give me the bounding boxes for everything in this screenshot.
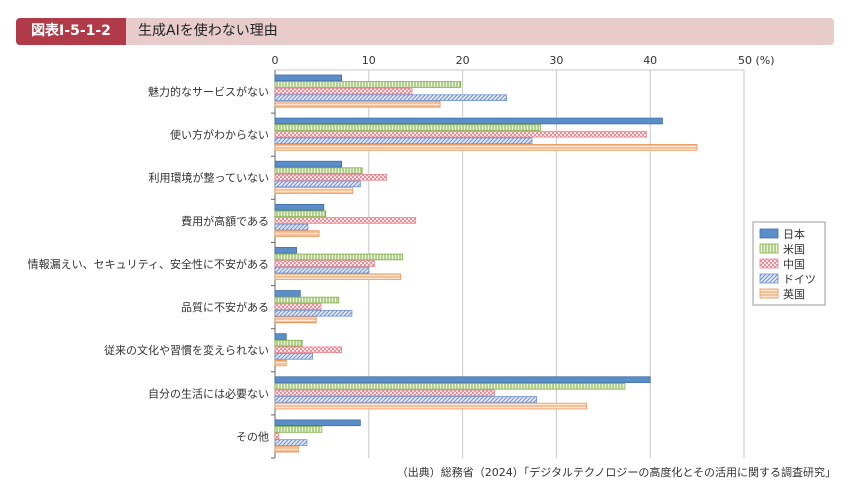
x-tick-label: 40 — [643, 54, 657, 67]
bar — [274, 174, 388, 181]
bar — [274, 124, 541, 131]
bar — [274, 316, 317, 324]
x-axis-ticks: 0 10 20 30 40 50 (%) — [272, 54, 775, 67]
chart-header-bar — [16, 18, 834, 45]
bar — [274, 130, 647, 138]
x-tick-label: 30 — [549, 54, 563, 67]
bar — [274, 402, 587, 410]
bar — [274, 290, 301, 297]
bar — [274, 187, 354, 194]
category-label: 利用環境が整っていない — [149, 171, 269, 185]
bar — [274, 445, 299, 453]
category-label: 費用が高額である — [181, 214, 269, 228]
bar — [274, 396, 538, 403]
category-labels: 魅力的なサービスがない使い方がわからない利用環境が整っていない費用が高額である情… — [28, 85, 269, 444]
category-label: その他 — [236, 430, 269, 443]
category-label: 自分の生活には必要ない — [148, 386, 269, 400]
bar — [274, 230, 320, 237]
bar — [274, 353, 313, 360]
bars — [274, 74, 698, 453]
legend-label: ドイツ — [783, 273, 816, 286]
bar — [274, 144, 698, 151]
bar — [274, 273, 402, 281]
category-label: 品質に不安がある — [181, 300, 269, 314]
bar — [274, 223, 309, 231]
x-tick-label: 50 (%) — [738, 54, 775, 67]
bar — [274, 74, 342, 82]
bar — [274, 167, 363, 175]
bar — [274, 389, 495, 397]
bar — [274, 217, 417, 224]
bar — [274, 426, 323, 433]
bar — [274, 359, 287, 367]
bar — [274, 266, 370, 274]
bar — [274, 376, 651, 383]
legend-label: 英国 — [783, 287, 805, 301]
bar — [274, 101, 441, 108]
category-label: 使い方がわからない — [170, 128, 269, 142]
x-tick-label: 20 — [456, 54, 470, 67]
figure-number-tag: 図表Ⅰ-5-1-2 — [16, 18, 126, 45]
bar — [274, 160, 342, 168]
legend-swatch — [759, 258, 779, 269]
bar — [274, 296, 340, 304]
bar — [274, 247, 297, 254]
category-label: 従来の文化や習慣を変えられない — [104, 343, 269, 357]
bar — [274, 346, 342, 354]
bar — [274, 419, 361, 427]
bar — [274, 260, 375, 267]
legend-swatch — [759, 228, 779, 239]
legend-label: 米国 — [783, 243, 805, 256]
category-label: 情報漏えい、セキュリティ、安全性に不安がある — [28, 257, 269, 271]
chart-title: 生成AIを使わない理由 — [138, 23, 278, 39]
legend-swatch — [759, 273, 779, 284]
bar — [274, 432, 280, 440]
bar — [274, 210, 327, 218]
bar — [274, 309, 353, 317]
bar — [274, 94, 508, 102]
bar — [274, 203, 325, 211]
bar — [274, 87, 413, 95]
bar — [274, 303, 322, 310]
bar — [274, 382, 626, 390]
legend-label: 中国 — [783, 258, 805, 271]
category-label: 魅力的なサービスがない — [148, 85, 269, 99]
bar — [274, 137, 533, 145]
bar — [274, 117, 663, 125]
x-tick-label: 10 — [362, 54, 376, 67]
source-note: （出典）総務省（2024）「デジタルテクノロジーの高度化とその活用に関する調査研… — [396, 466, 836, 479]
bar — [274, 253, 403, 261]
bar — [274, 180, 361, 188]
bar — [274, 333, 287, 340]
bar — [274, 439, 308, 446]
bar — [274, 81, 462, 88]
x-tick-label: 0 — [272, 54, 279, 67]
legend-swatch — [759, 288, 779, 299]
bar — [274, 339, 303, 347]
legend-swatch — [759, 243, 779, 254]
legend-label: 日本 — [783, 227, 805, 241]
